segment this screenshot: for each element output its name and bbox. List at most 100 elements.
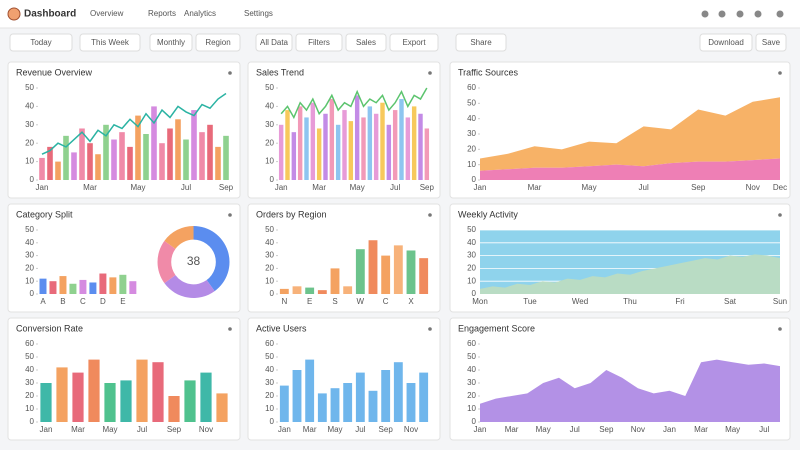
bar bbox=[285, 110, 290, 180]
bar bbox=[323, 113, 328, 180]
bar bbox=[392, 110, 398, 180]
bar bbox=[292, 370, 302, 422]
button[interactable] bbox=[255, 33, 293, 52]
button-label[interactable]: All Data bbox=[260, 38, 289, 47]
nav-link[interactable]: Reports bbox=[148, 9, 176, 18]
button[interactable] bbox=[755, 33, 787, 52]
y-tick-label: 50 bbox=[25, 83, 34, 92]
y-tick-label: 40 bbox=[265, 365, 274, 374]
panel-menu[interactable] bbox=[228, 213, 232, 217]
bar bbox=[135, 115, 141, 180]
y-tick-label: 0 bbox=[472, 417, 477, 426]
x-tick-label: D bbox=[100, 297, 106, 306]
button[interactable] bbox=[149, 33, 193, 52]
nav-link[interactable]: Analytics bbox=[184, 9, 216, 18]
y-tick-label: 60 bbox=[265, 339, 274, 348]
button-label[interactable]: Share bbox=[470, 38, 492, 47]
pie-slice bbox=[193, 226, 230, 292]
panel-menu[interactable] bbox=[228, 71, 232, 75]
button-label[interactable]: Today bbox=[30, 38, 51, 47]
header-icon[interactable] bbox=[736, 10, 744, 18]
area bbox=[480, 97, 780, 171]
bar bbox=[291, 132, 297, 180]
bar bbox=[279, 288, 289, 294]
x-tick-label: Mon bbox=[472, 297, 488, 306]
button-label[interactable]: Sales bbox=[356, 38, 376, 47]
x-tick-label: May bbox=[582, 183, 597, 192]
panel-menu[interactable] bbox=[778, 71, 782, 75]
bar bbox=[49, 281, 57, 294]
panel-menu[interactable] bbox=[778, 213, 782, 217]
button-label[interactable]: This Week bbox=[91, 38, 130, 47]
header-icon[interactable] bbox=[754, 10, 762, 18]
bar bbox=[304, 117, 309, 180]
bar bbox=[104, 383, 116, 422]
y-tick-label: 30 bbox=[25, 120, 34, 129]
button-label[interactable]: Filters bbox=[308, 38, 330, 47]
pie-slice bbox=[164, 226, 194, 249]
button[interactable] bbox=[389, 33, 439, 52]
x-tick-label: May bbox=[725, 425, 740, 434]
bar bbox=[111, 139, 117, 180]
button[interactable] bbox=[455, 33, 507, 52]
bar bbox=[317, 393, 327, 422]
bar bbox=[40, 383, 52, 422]
button-label[interactable]: Region bbox=[205, 38, 230, 47]
button-label[interactable]: Monthly bbox=[157, 38, 185, 47]
bar bbox=[406, 383, 416, 422]
bar bbox=[152, 362, 164, 422]
bar bbox=[55, 161, 61, 180]
button-label[interactable]: Download bbox=[708, 38, 744, 47]
bar bbox=[167, 128, 173, 180]
panel-title: Weekly Activity bbox=[458, 209, 518, 219]
header-icon[interactable] bbox=[718, 10, 726, 18]
bar bbox=[367, 106, 373, 180]
button[interactable] bbox=[195, 33, 241, 52]
y-tick-label: 0 bbox=[30, 417, 35, 426]
y-tick-label: 30 bbox=[467, 129, 476, 138]
x-tick-label: S bbox=[332, 297, 337, 306]
panel-menu[interactable] bbox=[428, 327, 432, 331]
button[interactable] bbox=[79, 33, 141, 52]
x-tick-label: Jan bbox=[275, 183, 288, 192]
bar bbox=[143, 134, 149, 180]
button[interactable] bbox=[9, 33, 73, 52]
bar bbox=[56, 367, 68, 422]
x-tick-label: Jan bbox=[663, 425, 676, 434]
button-label[interactable]: Save bbox=[762, 38, 781, 47]
button-label[interactable]: Export bbox=[402, 38, 426, 47]
header-icon[interactable] bbox=[701, 10, 709, 18]
panel-title: Conversion Rate bbox=[16, 323, 83, 333]
x-tick-label: Sep bbox=[420, 183, 435, 192]
bar bbox=[119, 132, 125, 180]
bar bbox=[71, 152, 77, 180]
nav-link[interactable]: Settings bbox=[244, 9, 273, 18]
panel-menu[interactable] bbox=[228, 327, 232, 331]
button[interactable] bbox=[295, 33, 343, 52]
bar bbox=[368, 240, 378, 294]
y-tick-label: 10 bbox=[25, 157, 34, 166]
y-tick-label: 30 bbox=[25, 378, 34, 387]
pie-slice bbox=[157, 240, 176, 284]
nav-link[interactable]: Overview bbox=[90, 9, 124, 18]
x-tick-label: Jul bbox=[639, 183, 649, 192]
x-tick-label: Jan bbox=[36, 183, 49, 192]
bar bbox=[72, 372, 84, 422]
bar bbox=[348, 121, 354, 180]
y-tick-label: 40 bbox=[25, 365, 34, 374]
header-icon[interactable] bbox=[776, 10, 784, 18]
panel-menu[interactable] bbox=[778, 327, 782, 331]
bar bbox=[183, 139, 189, 180]
panel-menu[interactable] bbox=[428, 213, 432, 217]
panel-menu[interactable] bbox=[428, 71, 432, 75]
button[interactable] bbox=[345, 33, 387, 52]
x-tick-label: Sat bbox=[724, 297, 737, 306]
bar bbox=[39, 157, 45, 180]
bar bbox=[381, 255, 391, 294]
y-tick-label: 0 bbox=[472, 175, 477, 184]
button[interactable] bbox=[699, 33, 753, 52]
bar bbox=[330, 268, 340, 294]
y-tick-label: 50 bbox=[265, 83, 274, 92]
y-tick-label: 30 bbox=[467, 251, 476, 260]
